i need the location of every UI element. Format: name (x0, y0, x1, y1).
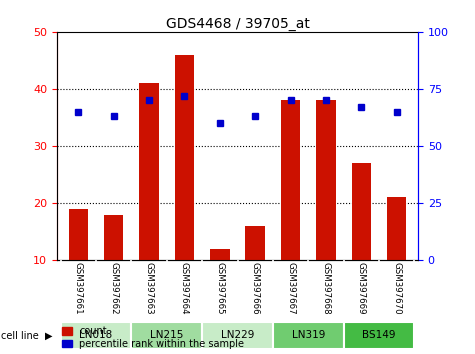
Text: GSM397663: GSM397663 (144, 262, 153, 315)
Bar (202, 322, 273, 349)
Bar (104, 215, 124, 260)
Text: GSM397665: GSM397665 (215, 262, 224, 315)
Text: LN215: LN215 (150, 330, 183, 341)
Text: LN319: LN319 (292, 330, 325, 341)
Bar (273, 322, 344, 349)
Bar (68, 209, 88, 260)
Bar (210, 249, 229, 260)
Text: LN018: LN018 (79, 330, 113, 341)
Bar (387, 198, 407, 260)
Bar (344, 322, 415, 349)
Text: GSM397664: GSM397664 (180, 262, 189, 315)
Text: LN229: LN229 (221, 330, 254, 341)
Legend: count, percentile rank within the sample: count, percentile rank within the sample (62, 326, 244, 349)
Text: GSM397662: GSM397662 (109, 262, 118, 315)
Text: GSM397661: GSM397661 (74, 262, 83, 315)
Text: GSM397668: GSM397668 (322, 262, 331, 315)
Text: GSM397669: GSM397669 (357, 262, 366, 315)
Title: GDS4468 / 39705_at: GDS4468 / 39705_at (166, 17, 309, 31)
Text: BS149: BS149 (362, 330, 396, 341)
Bar (316, 101, 336, 260)
Bar (246, 226, 265, 260)
Text: GSM397666: GSM397666 (251, 262, 260, 315)
Bar (281, 101, 300, 260)
Bar (60, 322, 131, 349)
Bar (352, 163, 371, 260)
Text: cell line  ▶: cell line ▶ (1, 330, 52, 341)
Bar (175, 55, 194, 260)
Text: GSM397670: GSM397670 (392, 262, 401, 315)
Bar (131, 322, 202, 349)
Bar (139, 83, 159, 260)
Text: GSM397667: GSM397667 (286, 262, 295, 315)
